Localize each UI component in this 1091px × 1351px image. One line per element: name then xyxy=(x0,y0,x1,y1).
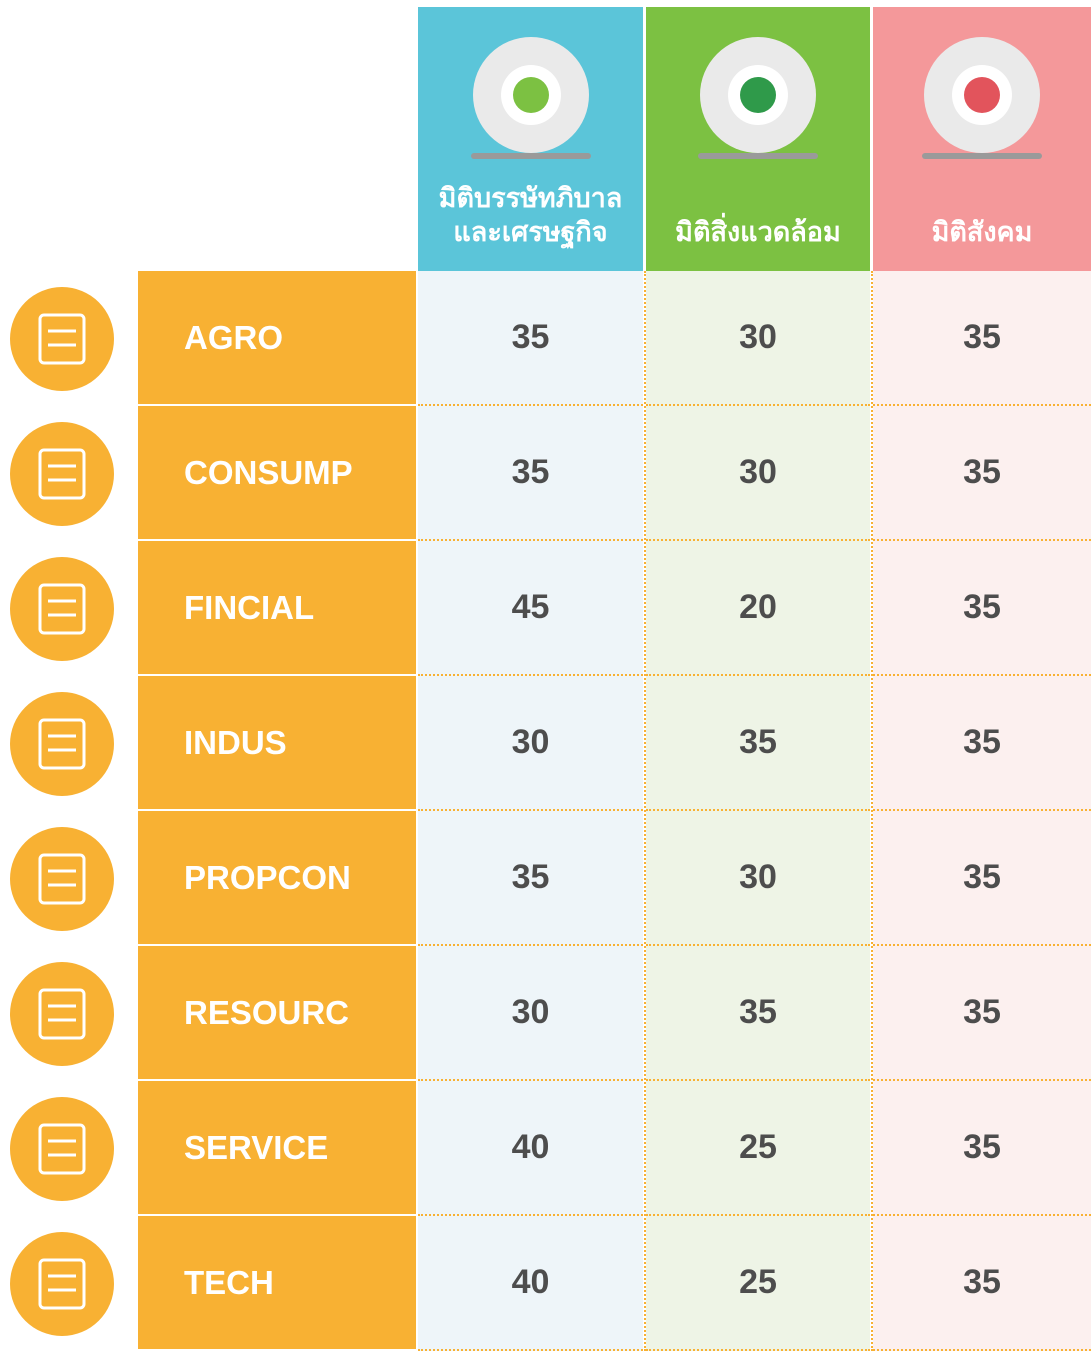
row-label: FINCIAL xyxy=(138,541,416,674)
icon-glyph xyxy=(38,448,86,500)
value-cell: 25 xyxy=(646,1081,870,1216)
icon-glyph xyxy=(38,718,86,770)
header-text: มิติสังคม xyxy=(931,217,1033,247)
row-label: INDUS xyxy=(138,676,416,809)
row-label: AGRO xyxy=(138,271,416,404)
row-label: CONSUMP xyxy=(138,406,416,539)
row-icon xyxy=(10,557,114,661)
row-label: PROPCON xyxy=(138,811,416,944)
header-text: มิติสิ่งแวดล้อม xyxy=(675,217,841,247)
row-label: SERVICE xyxy=(138,1081,416,1214)
icon-glyph xyxy=(38,853,86,905)
value-cell: 40 xyxy=(418,1081,643,1216)
value-cell: 35 xyxy=(873,406,1091,541)
header-illustration xyxy=(922,37,1042,159)
row-icon xyxy=(10,1232,114,1336)
value-cell: 20 xyxy=(646,541,870,676)
value-cell: 30 xyxy=(418,676,643,811)
row-icon xyxy=(10,692,114,796)
value-cell: 40 xyxy=(418,1216,643,1351)
row-icon xyxy=(10,827,114,931)
value-cell: 35 xyxy=(418,811,643,946)
icon-glyph xyxy=(38,1258,86,1310)
value-cell: 30 xyxy=(418,946,643,1081)
value-cell: 30 xyxy=(646,406,870,541)
value-cell: 35 xyxy=(873,541,1091,676)
column-header: มิติบรรษัทภิบาลและเศรษฐกิจ xyxy=(418,7,643,271)
header-text: มิติบรรษัทภิบาล xyxy=(438,183,623,213)
column-divider xyxy=(871,271,873,1351)
column-header: มิติสังคม xyxy=(873,7,1091,271)
row-label: RESOURC xyxy=(138,946,416,1079)
value-cell: 45 xyxy=(418,541,643,676)
column-header: มิติสิ่งแวดล้อม xyxy=(646,7,870,271)
row-icon xyxy=(10,422,114,526)
value-cell: 25 xyxy=(646,1216,870,1351)
value-cell: 35 xyxy=(418,271,643,406)
value-cell: 35 xyxy=(873,271,1091,406)
row-icon xyxy=(10,287,114,391)
value-cell: 35 xyxy=(646,676,870,811)
header-text: และเศรษฐกิจ xyxy=(453,217,608,247)
value-cell: 35 xyxy=(646,946,870,1081)
column-divider xyxy=(644,271,646,1351)
row-icon xyxy=(10,1097,114,1201)
value-cell: 30 xyxy=(646,271,870,406)
value-cell: 35 xyxy=(873,946,1091,1081)
header-illustration xyxy=(698,37,818,159)
row-icon xyxy=(10,962,114,1066)
icon-glyph xyxy=(38,313,86,365)
value-cell: 35 xyxy=(873,676,1091,811)
icon-glyph xyxy=(38,583,86,635)
value-cell: 35 xyxy=(873,1216,1091,1351)
row-label: TECH xyxy=(138,1216,416,1349)
value-cell: 35 xyxy=(873,811,1091,946)
icon-glyph xyxy=(38,988,86,1040)
header-illustration xyxy=(470,37,591,159)
value-cell: 35 xyxy=(418,406,643,541)
icon-glyph xyxy=(38,1123,86,1175)
value-cell: 35 xyxy=(873,1081,1091,1216)
value-cell: 30 xyxy=(646,811,870,946)
